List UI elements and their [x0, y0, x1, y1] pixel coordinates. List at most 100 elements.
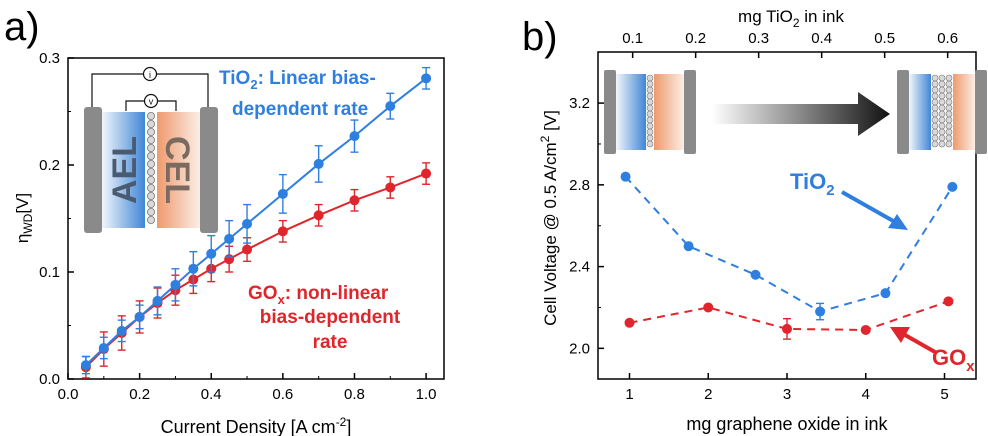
annotation-a-tio2-line1: TiO2: Linear bias- — [219, 68, 376, 92]
top-x-tick-label: 0.3 — [748, 30, 769, 47]
data-point-gox — [349, 195, 360, 206]
membrane-bead — [646, 134, 654, 142]
membrane-bead — [945, 140, 953, 148]
membrane-bead — [931, 140, 939, 148]
membrane-bead — [938, 92, 946, 100]
membrane-bead — [938, 80, 946, 88]
membrane-bead — [646, 80, 654, 88]
data-point-tio2 — [152, 295, 163, 306]
x-tick-label: 0.4 — [201, 386, 222, 403]
x-tick-label: 4 — [862, 386, 870, 403]
x-tick-label: 1 — [625, 386, 633, 403]
plot-a-yticks: 0.0 0.1 0.2 0.3 — [39, 50, 74, 388]
inset-voltage-meter-label: v — [149, 97, 154, 107]
top-x-tick-label: 0.4 — [811, 30, 832, 47]
plot-a-ylabel: ηWD[V] — [13, 193, 35, 243]
inset-cell-schematic: i v AEL CEL — [84, 66, 218, 233]
plot-b-series-tio2 — [620, 171, 958, 321]
membrane-bead — [646, 92, 654, 100]
x-tick-label: 5 — [940, 386, 948, 403]
membrane-bead — [938, 74, 946, 82]
membrane-bead — [146, 199, 155, 208]
membrane-bead — [931, 128, 939, 136]
membrane-bead — [146, 143, 155, 152]
membrane-bead — [646, 98, 654, 106]
data-point-tio2 — [206, 248, 217, 259]
data-point-tio2 — [224, 233, 235, 244]
membrane-bead — [646, 104, 654, 112]
data-point-tio2 — [98, 342, 109, 353]
data-point-gox — [782, 323, 792, 334]
y-tick-label: 0.0 — [39, 371, 60, 388]
membrane-bead — [938, 98, 946, 106]
membrane-bead — [146, 167, 155, 176]
data-point-tio2 — [815, 306, 826, 317]
plot-b-yticks: 2.0 2.4 2.8 3.2 — [569, 95, 604, 357]
data-point-tio2 — [349, 131, 360, 142]
membrane-bead — [646, 74, 654, 82]
x-tick-label: 1.0 — [416, 386, 437, 403]
data-point-tio2 — [313, 158, 324, 169]
membrane-bead — [146, 183, 155, 192]
y-tick-label: 0.2 — [39, 157, 60, 174]
y-tick-label: 3.2 — [569, 95, 590, 112]
membrane-bead — [931, 86, 939, 94]
panel-b-label: b) — [522, 15, 558, 59]
membrane-bead — [146, 127, 155, 136]
membrane-bead — [931, 104, 939, 112]
data-point-gox — [421, 168, 432, 179]
inset-ael-label: AEL — [106, 136, 144, 204]
membrane-bead — [646, 116, 654, 124]
membrane-bead — [146, 112, 155, 121]
membrane-bead — [931, 110, 939, 118]
membrane-bead — [945, 92, 953, 100]
panel-b: b) 2.0 2.4 2.8 3.2 1 2 3 4 5 0.1 0.2 0.3 0.4 0.5 0.6… — [522, 7, 987, 434]
y-tick-label: 2.4 — [569, 259, 590, 276]
data-point-tio2 — [385, 101, 396, 112]
inset-membrane-beads — [146, 112, 155, 224]
membrane-bead — [938, 110, 946, 118]
membrane-bead — [146, 215, 155, 224]
data-point-tio2 — [880, 288, 891, 299]
x-tick-label: 2 — [704, 386, 712, 403]
membrane-bead — [938, 128, 946, 136]
data-point-gox — [860, 324, 871, 335]
membrane-bead — [146, 159, 155, 168]
data-point-tio2 — [242, 218, 253, 229]
plot-b-x2ticks: 0.1 0.2 0.3 0.4 0.5 0.6 — [622, 30, 958, 58]
membrane-bead — [945, 122, 953, 130]
top-x-tick-label: 0.2 — [685, 30, 706, 47]
membrane-bead — [938, 134, 946, 142]
membrane-bead — [931, 134, 939, 142]
data-point-gox — [242, 244, 253, 255]
data-point-tio2 — [80, 360, 91, 371]
plot-b-ylabel: Cell Voltage @ 0.5 A/cm2 [V] — [538, 110, 560, 326]
membrane-bead — [938, 140, 946, 148]
top-x-tick-label: 0.1 — [622, 30, 643, 47]
membrane-bead — [938, 116, 946, 124]
membrane-bead — [931, 92, 939, 100]
annotation-b-tio2: TiO2 — [790, 169, 835, 199]
data-point-tio2 — [947, 181, 958, 192]
membrane-bead — [945, 134, 953, 142]
data-point-gox — [385, 182, 396, 193]
membrane-bead — [646, 86, 654, 94]
membrane-bead — [146, 175, 155, 184]
panel-a: a) 0.0 0.1 0.2 0.3 0.0 0.2 0.4 0.6 0.8 1.0 ηWD[V… — [4, 5, 445, 436]
data-point-tio2 — [116, 325, 127, 336]
membrane-bead — [931, 116, 939, 124]
membrane-bead — [646, 128, 654, 136]
data-point-gox — [313, 210, 324, 221]
inset-b-thick-cell — [897, 70, 987, 154]
x-tick-label: 0.0 — [58, 386, 79, 403]
y-tick-label: 0.1 — [39, 264, 60, 281]
annotation-a-tio2-line2: dependent rate — [232, 99, 368, 120]
membrane-bead — [945, 128, 953, 136]
membrane-bead — [945, 98, 953, 106]
membrane-bead — [646, 122, 654, 130]
inset-b-arrow — [712, 92, 890, 136]
data-point-tio2 — [170, 279, 181, 290]
membrane-bead — [146, 207, 155, 216]
inset-cel-region — [157, 112, 200, 228]
